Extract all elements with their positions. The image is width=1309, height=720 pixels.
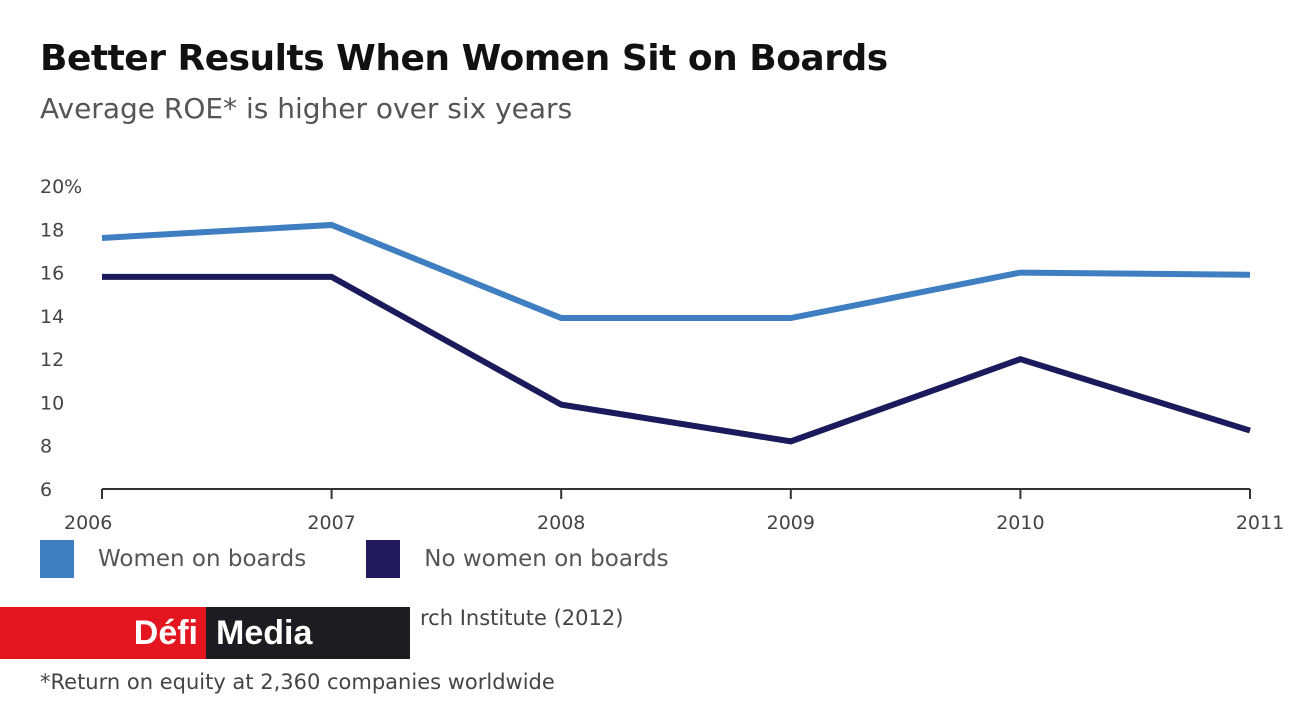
x-tick-label: 2006	[64, 512, 112, 534]
source-text: rch Institute (2012)	[420, 606, 624, 630]
y-tick-label: 10	[40, 392, 64, 414]
y-tick-label: 14	[40, 306, 64, 328]
y-tick-label: 16	[40, 263, 64, 285]
legend-swatch-no-women	[366, 540, 401, 578]
logo-text-media: Media	[216, 613, 313, 652]
y-axis: 6 8 10 12 14 16 18 20%	[40, 176, 82, 501]
x-tick-label: 2010	[996, 512, 1044, 534]
legend-label-no-women: No women on boards	[424, 546, 669, 572]
y-tick-label: 20%	[40, 176, 82, 198]
series-lines	[101, 221, 1251, 445]
source-note: rch Institute (2012)	[40, 606, 623, 630]
legend-item-no-women: No women on boards	[366, 540, 669, 578]
defi-media-logo: Défi Media	[0, 607, 410, 659]
series-line-no-women-on-boards	[102, 273, 1251, 445]
y-tick-label: 6	[40, 479, 52, 501]
x-tick-label: 2008	[537, 512, 585, 534]
chart-subtitle: Average ROE* is higher over six years	[40, 92, 573, 125]
logo-text-defi: Défi	[133, 613, 198, 652]
legend-item-women: Women on boards	[40, 540, 306, 578]
x-tick-label: 2007	[307, 512, 355, 534]
y-tick-label: 8	[40, 436, 52, 458]
y-tick-label: 12	[40, 349, 64, 371]
line-chart: 6 8 10 12 14 16 18 20% 2006 2007 2008 2009 2010 2011	[40, 176, 1284, 534]
x-tick-label: 2009	[767, 512, 815, 534]
chart-title: Better Results When Women Sit on Boards	[40, 38, 888, 79]
series-line-women-on-boards	[101, 221, 1251, 322]
legend: Women on boards No women on boards	[40, 540, 729, 578]
legend-label-women: Women on boards	[98, 546, 307, 572]
y-tick-label: 18	[40, 219, 64, 241]
x-tick-label: 2011	[1236, 512, 1284, 534]
logo-black-block: Media	[206, 607, 410, 659]
logo-red-block: Défi	[0, 607, 206, 659]
footnote: *Return on equity at 2,360 companies wor…	[40, 670, 555, 694]
legend-swatch-women	[40, 540, 74, 578]
x-axis: 2006 2007 2008 2009 2010 2011	[64, 488, 1284, 534]
